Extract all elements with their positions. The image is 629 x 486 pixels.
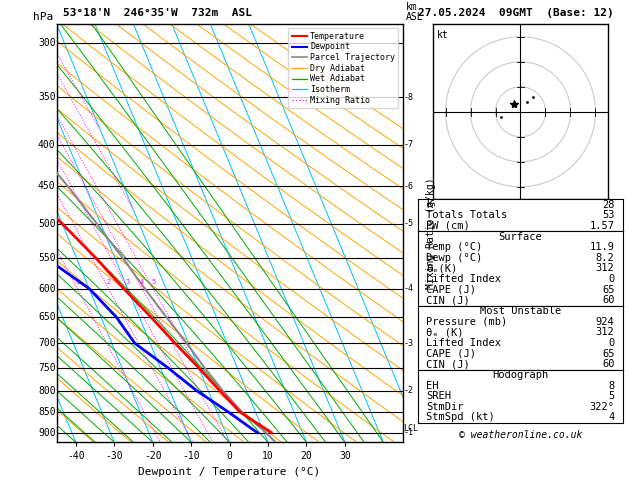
Legend: Temperature, Dewpoint, Parcel Trajectory, Dry Adiabat, Wet Adiabat, Isotherm, Mi: Temperature, Dewpoint, Parcel Trajectory…	[288, 29, 398, 108]
Text: -3: -3	[404, 339, 414, 348]
Text: 800: 800	[38, 386, 55, 396]
Text: -6: -6	[404, 182, 414, 191]
Text: θₑ(K): θₑ(K)	[426, 263, 458, 274]
Text: SREH: SREH	[426, 391, 452, 401]
Text: 924: 924	[596, 317, 615, 327]
Text: CIN (J): CIN (J)	[426, 295, 470, 305]
Text: EH: EH	[426, 381, 439, 391]
Text: 550: 550	[38, 253, 55, 263]
Text: 322°: 322°	[589, 402, 615, 412]
Text: 600: 600	[38, 284, 55, 294]
Text: 2: 2	[106, 279, 111, 285]
Text: 300: 300	[38, 37, 55, 48]
Text: Hodograph: Hodograph	[493, 370, 548, 380]
Text: km
ASL: km ASL	[406, 2, 423, 22]
Text: 650: 650	[38, 312, 55, 322]
Text: PW (cm): PW (cm)	[426, 221, 470, 231]
Text: 900: 900	[38, 428, 55, 437]
Text: Pressure (mb): Pressure (mb)	[426, 317, 508, 327]
Text: 700: 700	[38, 338, 55, 348]
Text: 312: 312	[596, 328, 615, 337]
Text: 750: 750	[38, 363, 55, 373]
Text: hPa: hPa	[33, 12, 53, 22]
Text: 11.9: 11.9	[589, 242, 615, 252]
Text: Temp (°C): Temp (°C)	[426, 242, 482, 252]
Text: 28: 28	[602, 200, 615, 209]
Text: -1: -1	[404, 428, 414, 437]
Text: StmDir: StmDir	[426, 402, 464, 412]
Text: K: K	[426, 200, 433, 209]
Text: 53°18'N  246°35'W  732m  ASL: 53°18'N 246°35'W 732m ASL	[63, 8, 252, 18]
Text: 1: 1	[75, 279, 79, 285]
Text: 27.05.2024  09GMT  (Base: 12): 27.05.2024 09GMT (Base: 12)	[418, 8, 614, 18]
Text: LCL: LCL	[403, 424, 418, 433]
Text: Dewp (°C): Dewp (°C)	[426, 253, 482, 263]
Text: Lifted Index: Lifted Index	[426, 338, 501, 348]
Text: 5: 5	[608, 391, 615, 401]
Text: Surface: Surface	[499, 231, 542, 242]
Text: CAPE (J): CAPE (J)	[426, 348, 476, 359]
Text: StmSpd (kt): StmSpd (kt)	[426, 413, 495, 422]
Text: kt: kt	[437, 30, 448, 39]
Text: 65: 65	[602, 285, 615, 295]
Text: θₑ (K): θₑ (K)	[426, 328, 464, 337]
Text: CIN (J): CIN (J)	[426, 359, 470, 369]
Text: 350: 350	[38, 92, 55, 102]
Text: Mixing Ratio (g/kg): Mixing Ratio (g/kg)	[426, 177, 436, 289]
Text: 0: 0	[608, 274, 615, 284]
Text: 53: 53	[602, 210, 615, 220]
Text: 1.57: 1.57	[589, 221, 615, 231]
Text: 0: 0	[608, 338, 615, 348]
Text: -4: -4	[404, 284, 414, 293]
Text: CAPE (J): CAPE (J)	[426, 285, 476, 295]
Text: 4: 4	[608, 413, 615, 422]
Text: 5: 5	[151, 279, 155, 285]
Text: 60: 60	[602, 359, 615, 369]
Text: 500: 500	[38, 219, 55, 229]
Text: Most Unstable: Most Unstable	[480, 306, 561, 316]
Text: -2: -2	[404, 386, 414, 395]
Text: 400: 400	[38, 139, 55, 150]
Text: -7: -7	[404, 140, 414, 149]
Text: 65: 65	[602, 348, 615, 359]
X-axis label: Dewpoint / Temperature (°C): Dewpoint / Temperature (°C)	[138, 467, 321, 477]
Text: -5: -5	[404, 219, 414, 228]
Text: 8: 8	[608, 381, 615, 391]
Text: 450: 450	[38, 181, 55, 191]
Text: 4: 4	[140, 279, 144, 285]
Text: Lifted Index: Lifted Index	[426, 274, 501, 284]
Text: 8.2: 8.2	[596, 253, 615, 263]
Text: Totals Totals: Totals Totals	[426, 210, 508, 220]
Text: 3: 3	[126, 279, 130, 285]
Text: -8: -8	[404, 93, 414, 102]
Text: 312: 312	[596, 263, 615, 274]
Text: © weatheronline.co.uk: © weatheronline.co.uk	[459, 430, 582, 440]
Text: 60: 60	[602, 295, 615, 305]
Text: 850: 850	[38, 407, 55, 417]
